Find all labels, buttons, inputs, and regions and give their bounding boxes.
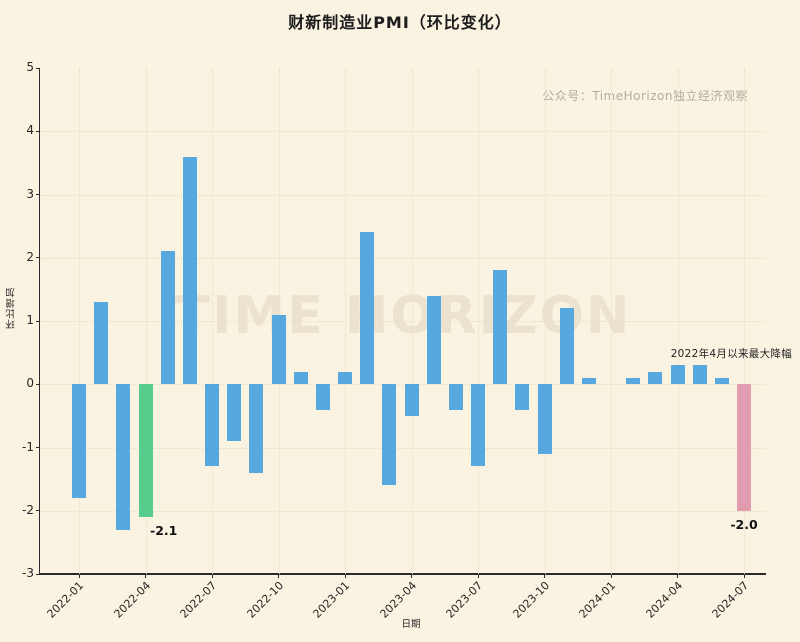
x-tick-mark [344, 574, 346, 578]
bar [182, 156, 197, 385]
x-tick-label: 2024-01 [576, 579, 619, 621]
bar [271, 314, 286, 385]
y-tick-label: 4 [26, 123, 34, 138]
x-tick-mark [610, 574, 612, 578]
y-tick-label: 3 [26, 186, 34, 201]
x-tick-label: 2024-07 [709, 579, 752, 621]
annotation-max-drop-note: 2022年4月以来最大降幅 [670, 348, 792, 360]
bar [72, 384, 86, 499]
gridline-vertical [611, 68, 612, 574]
bar [714, 377, 729, 385]
bar [626, 377, 641, 385]
x-tick-label: 2023-04 [376, 579, 419, 621]
x-tick-label: 2023-10 [509, 579, 552, 621]
gridline-horizontal [40, 447, 766, 449]
bar [94, 302, 109, 385]
gridline-horizontal [40, 257, 766, 259]
bar [559, 308, 574, 385]
y-tick-mark [36, 383, 40, 385]
x-tick-mark [278, 574, 279, 578]
x-tick-label: 2023-07 [443, 579, 486, 621]
bar [692, 365, 707, 385]
bar [249, 384, 264, 473]
bar [338, 371, 352, 385]
gridline-vertical [411, 68, 413, 574]
bar [670, 365, 685, 385]
bar [293, 371, 308, 385]
plot-area: TIME HORIZON [39, 68, 766, 575]
gridline-horizontal [40, 131, 766, 133]
y-tick-mark [36, 130, 40, 132]
gridline-vertical [79, 68, 80, 574]
y-tick-label: -3 [22, 566, 34, 580]
bar [737, 384, 751, 511]
x-tick-label: 2022-04 [110, 579, 153, 621]
x-axis-label: 日期 [401, 619, 421, 630]
y-tick-label: -2 [22, 502, 34, 517]
bar [315, 384, 330, 410]
bar [227, 384, 242, 442]
x-tick-label: 2022-10 [243, 579, 286, 621]
x-tick-mark [677, 574, 678, 578]
bar [581, 377, 596, 385]
y-tick-label: 2 [26, 249, 34, 264]
bar [426, 295, 441, 385]
bar [448, 384, 463, 410]
gridline-horizontal [40, 384, 766, 386]
y-tick-label: 1 [26, 313, 34, 327]
bar [648, 371, 663, 385]
x-tick-mark [78, 574, 80, 578]
y-tick-mark [36, 320, 40, 322]
x-tick-label: 2022-01 [44, 579, 87, 621]
y-tick-label: 5 [26, 60, 34, 74]
brand-watermark: 公众号：TimeHorizon独立经济观察 [542, 89, 748, 103]
gridline-vertical [345, 68, 346, 574]
x-tick-mark [145, 574, 146, 578]
bar [205, 384, 219, 467]
x-tick-mark [743, 574, 745, 578]
x-tick-label: 2022-07 [177, 579, 220, 621]
gridline-vertical [744, 68, 745, 574]
chart-title: 财新制造业PMI（环比变化） [288, 13, 512, 32]
bar [382, 384, 397, 486]
x-axis-spine [39, 573, 766, 575]
gridline-vertical [677, 68, 679, 574]
y-tick-mark [36, 67, 40, 69]
gridline-horizontal [40, 194, 766, 196]
gridline-horizontal [40, 321, 766, 322]
bar [537, 384, 552, 454]
bar [360, 232, 375, 385]
gridline-vertical [212, 68, 213, 574]
bar [404, 384, 419, 416]
y-tick-mark [36, 573, 40, 575]
y-tick-mark [36, 510, 40, 512]
x-tick-mark [477, 574, 479, 578]
gridline-vertical [544, 68, 546, 574]
annotation-green-value: -2.1 [150, 523, 178, 538]
bar [471, 384, 485, 467]
bar [116, 384, 131, 530]
x-tick-mark [544, 574, 545, 578]
y-axis-spine [39, 68, 41, 575]
gridline-vertical [478, 68, 479, 574]
annotation-pink-value: -2.0 [730, 517, 758, 532]
y-tick-label: 0 [26, 376, 34, 391]
bar [515, 384, 530, 410]
background-watermark: TIME HORIZON [174, 286, 632, 346]
x-tick-label: 2023-01 [310, 579, 353, 621]
bar [160, 251, 175, 385]
x-tick-mark [211, 574, 213, 578]
y-tick-mark [36, 447, 40, 448]
x-tick-label: 2024-04 [642, 579, 685, 621]
bar [138, 384, 153, 518]
y-tick-mark [36, 257, 40, 259]
x-tick-mark [411, 574, 412, 578]
gridline-horizontal [40, 510, 766, 512]
y-tick-label: -1 [22, 439, 34, 454]
bar [493, 270, 508, 385]
y-tick-mark [36, 194, 40, 195]
gridline-vertical [145, 68, 147, 574]
